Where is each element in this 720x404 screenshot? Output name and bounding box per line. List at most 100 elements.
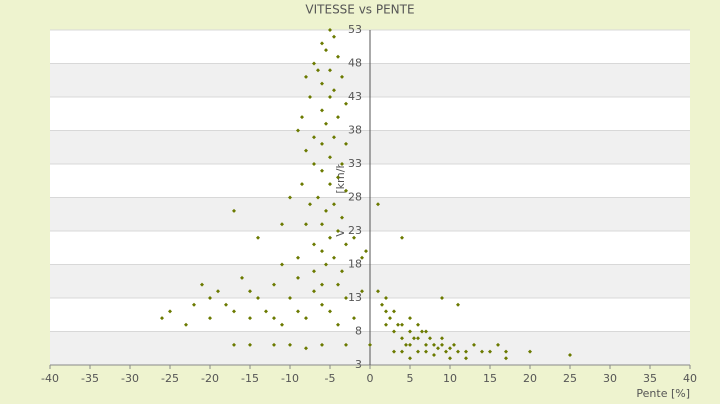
x-tick-label: -20 (201, 372, 219, 385)
point (248, 316, 252, 321)
point (440, 336, 444, 341)
point (324, 262, 328, 267)
point (304, 74, 308, 79)
point (404, 342, 408, 347)
point (504, 356, 508, 361)
point (380, 302, 384, 307)
point (396, 322, 400, 327)
x-tick-label: -30 (121, 372, 139, 385)
point (436, 346, 440, 351)
x-tick-label: 30 (603, 372, 617, 385)
y-tick-label: 18 (348, 258, 362, 271)
point (304, 222, 308, 227)
point (440, 296, 444, 300)
point (384, 296, 388, 300)
point (272, 282, 276, 287)
point (232, 309, 236, 314)
point (428, 336, 432, 341)
point (352, 316, 356, 321)
point (300, 115, 304, 120)
point (296, 309, 300, 314)
point (312, 135, 316, 140)
point (392, 309, 396, 314)
point (332, 34, 336, 39)
point (456, 349, 460, 354)
point (248, 342, 252, 347)
y-tick-label: 13 (348, 291, 362, 304)
point (312, 289, 316, 294)
y-tick-label: 33 (348, 157, 362, 170)
point (288, 342, 292, 347)
chart-title: VITESSE vs PENTE (305, 3, 414, 17)
point (340, 269, 344, 274)
point (472, 342, 476, 347)
point (344, 188, 348, 193)
point (408, 316, 412, 321)
point (248, 289, 252, 294)
point (496, 342, 500, 347)
point (328, 95, 332, 99)
point (364, 249, 368, 254)
point (328, 182, 332, 187)
point (328, 309, 332, 314)
point (464, 356, 468, 361)
point (320, 222, 324, 227)
point (340, 74, 344, 79)
point (416, 336, 420, 341)
point (336, 229, 340, 233)
point (388, 316, 392, 321)
point (312, 162, 316, 166)
point (304, 316, 308, 321)
y-tick-label: 48 (348, 57, 362, 70)
point (360, 289, 364, 294)
point (332, 135, 336, 140)
point (240, 275, 244, 280)
point (316, 68, 320, 73)
point (320, 81, 324, 86)
point (320, 141, 324, 146)
point (352, 235, 356, 240)
point (168, 309, 172, 314)
point (392, 349, 396, 354)
point (280, 262, 284, 267)
point (320, 41, 324, 46)
y-tick-label: 28 (348, 191, 362, 204)
point (328, 28, 332, 32)
point (360, 255, 364, 260)
point (400, 336, 404, 341)
y-tick-label: 43 (348, 90, 362, 103)
point (332, 88, 336, 93)
point (256, 235, 260, 240)
point (272, 342, 276, 347)
point (464, 349, 468, 354)
point (424, 329, 428, 334)
point (332, 202, 336, 207)
point (200, 282, 204, 287)
point (376, 289, 380, 294)
point (256, 296, 260, 300)
point (308, 202, 312, 207)
point (312, 61, 316, 66)
point (408, 329, 412, 334)
point (304, 346, 308, 351)
y-tick-label: 53 (348, 23, 362, 36)
point (344, 101, 348, 106)
x-tick-label: 25 (563, 372, 577, 385)
point (184, 322, 188, 327)
point (324, 121, 328, 126)
point (328, 68, 332, 73)
point (448, 356, 452, 361)
point (400, 322, 404, 327)
point (160, 316, 164, 321)
point (416, 349, 420, 354)
point (216, 289, 220, 294)
point (392, 329, 396, 334)
point (432, 342, 436, 347)
point (336, 115, 340, 120)
point (208, 316, 212, 321)
point (232, 208, 236, 213)
x-tick-label: 5 (407, 372, 414, 385)
point (316, 195, 320, 200)
point (340, 215, 344, 220)
